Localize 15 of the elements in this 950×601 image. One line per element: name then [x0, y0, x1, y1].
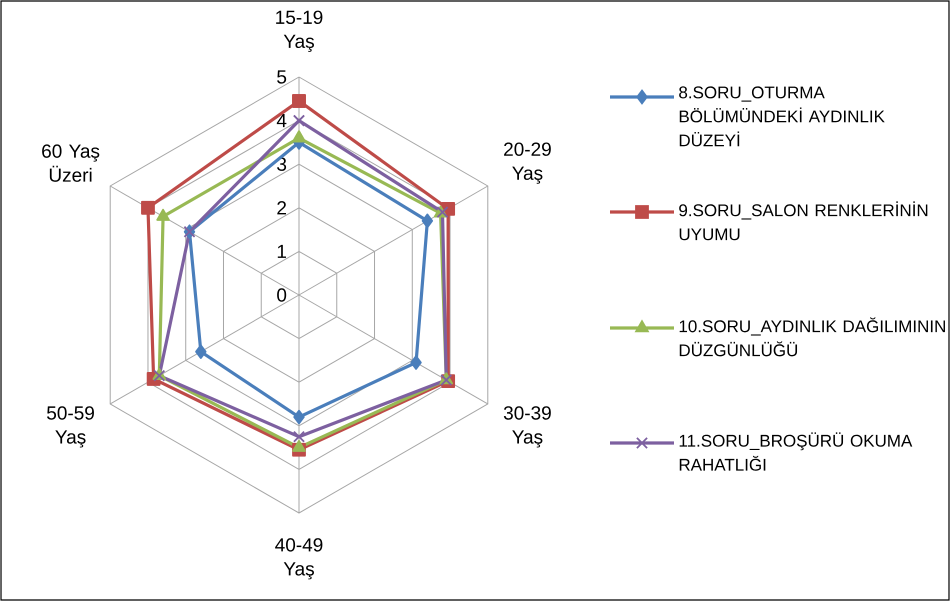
legend-label: 10.SORU_AYDINLIK DAĞILIMININ DÜZGÜNLÜĞÜ: [680, 317, 945, 356]
y-tick-label: 5: [277, 70, 286, 84]
spoke-label: 40-49 Yaş: [275, 538, 322, 580]
y-tick-label: 4: [276, 114, 286, 128]
legend-label: 11.SORU_BROŞÜRÜ OKUMA RAHATLIĞI: [680, 432, 912, 471]
y-tick-label: 1: [278, 244, 286, 258]
legend-label: 8.SORU_OTURMA BÖLÜMÜNDEKİ AYDINLIK DÜZEYİ: [679, 86, 885, 146]
legend-label: 9.SORU_SALON RENKLERİNİN UYUMU: [679, 201, 928, 240]
spoke-label: 20-29 Yaş: [504, 142, 551, 184]
spoke-label: 15-19 Yaş: [276, 10, 322, 52]
y-tick-label: 0: [277, 288, 286, 302]
spoke-label: 30-39 Yaş: [504, 406, 551, 448]
y-tick-label: 2: [277, 201, 286, 214]
spoke-label: 50-59 Yaş: [47, 406, 94, 448]
spoke-label: 60 Yaş Üzeri: [42, 144, 100, 182]
